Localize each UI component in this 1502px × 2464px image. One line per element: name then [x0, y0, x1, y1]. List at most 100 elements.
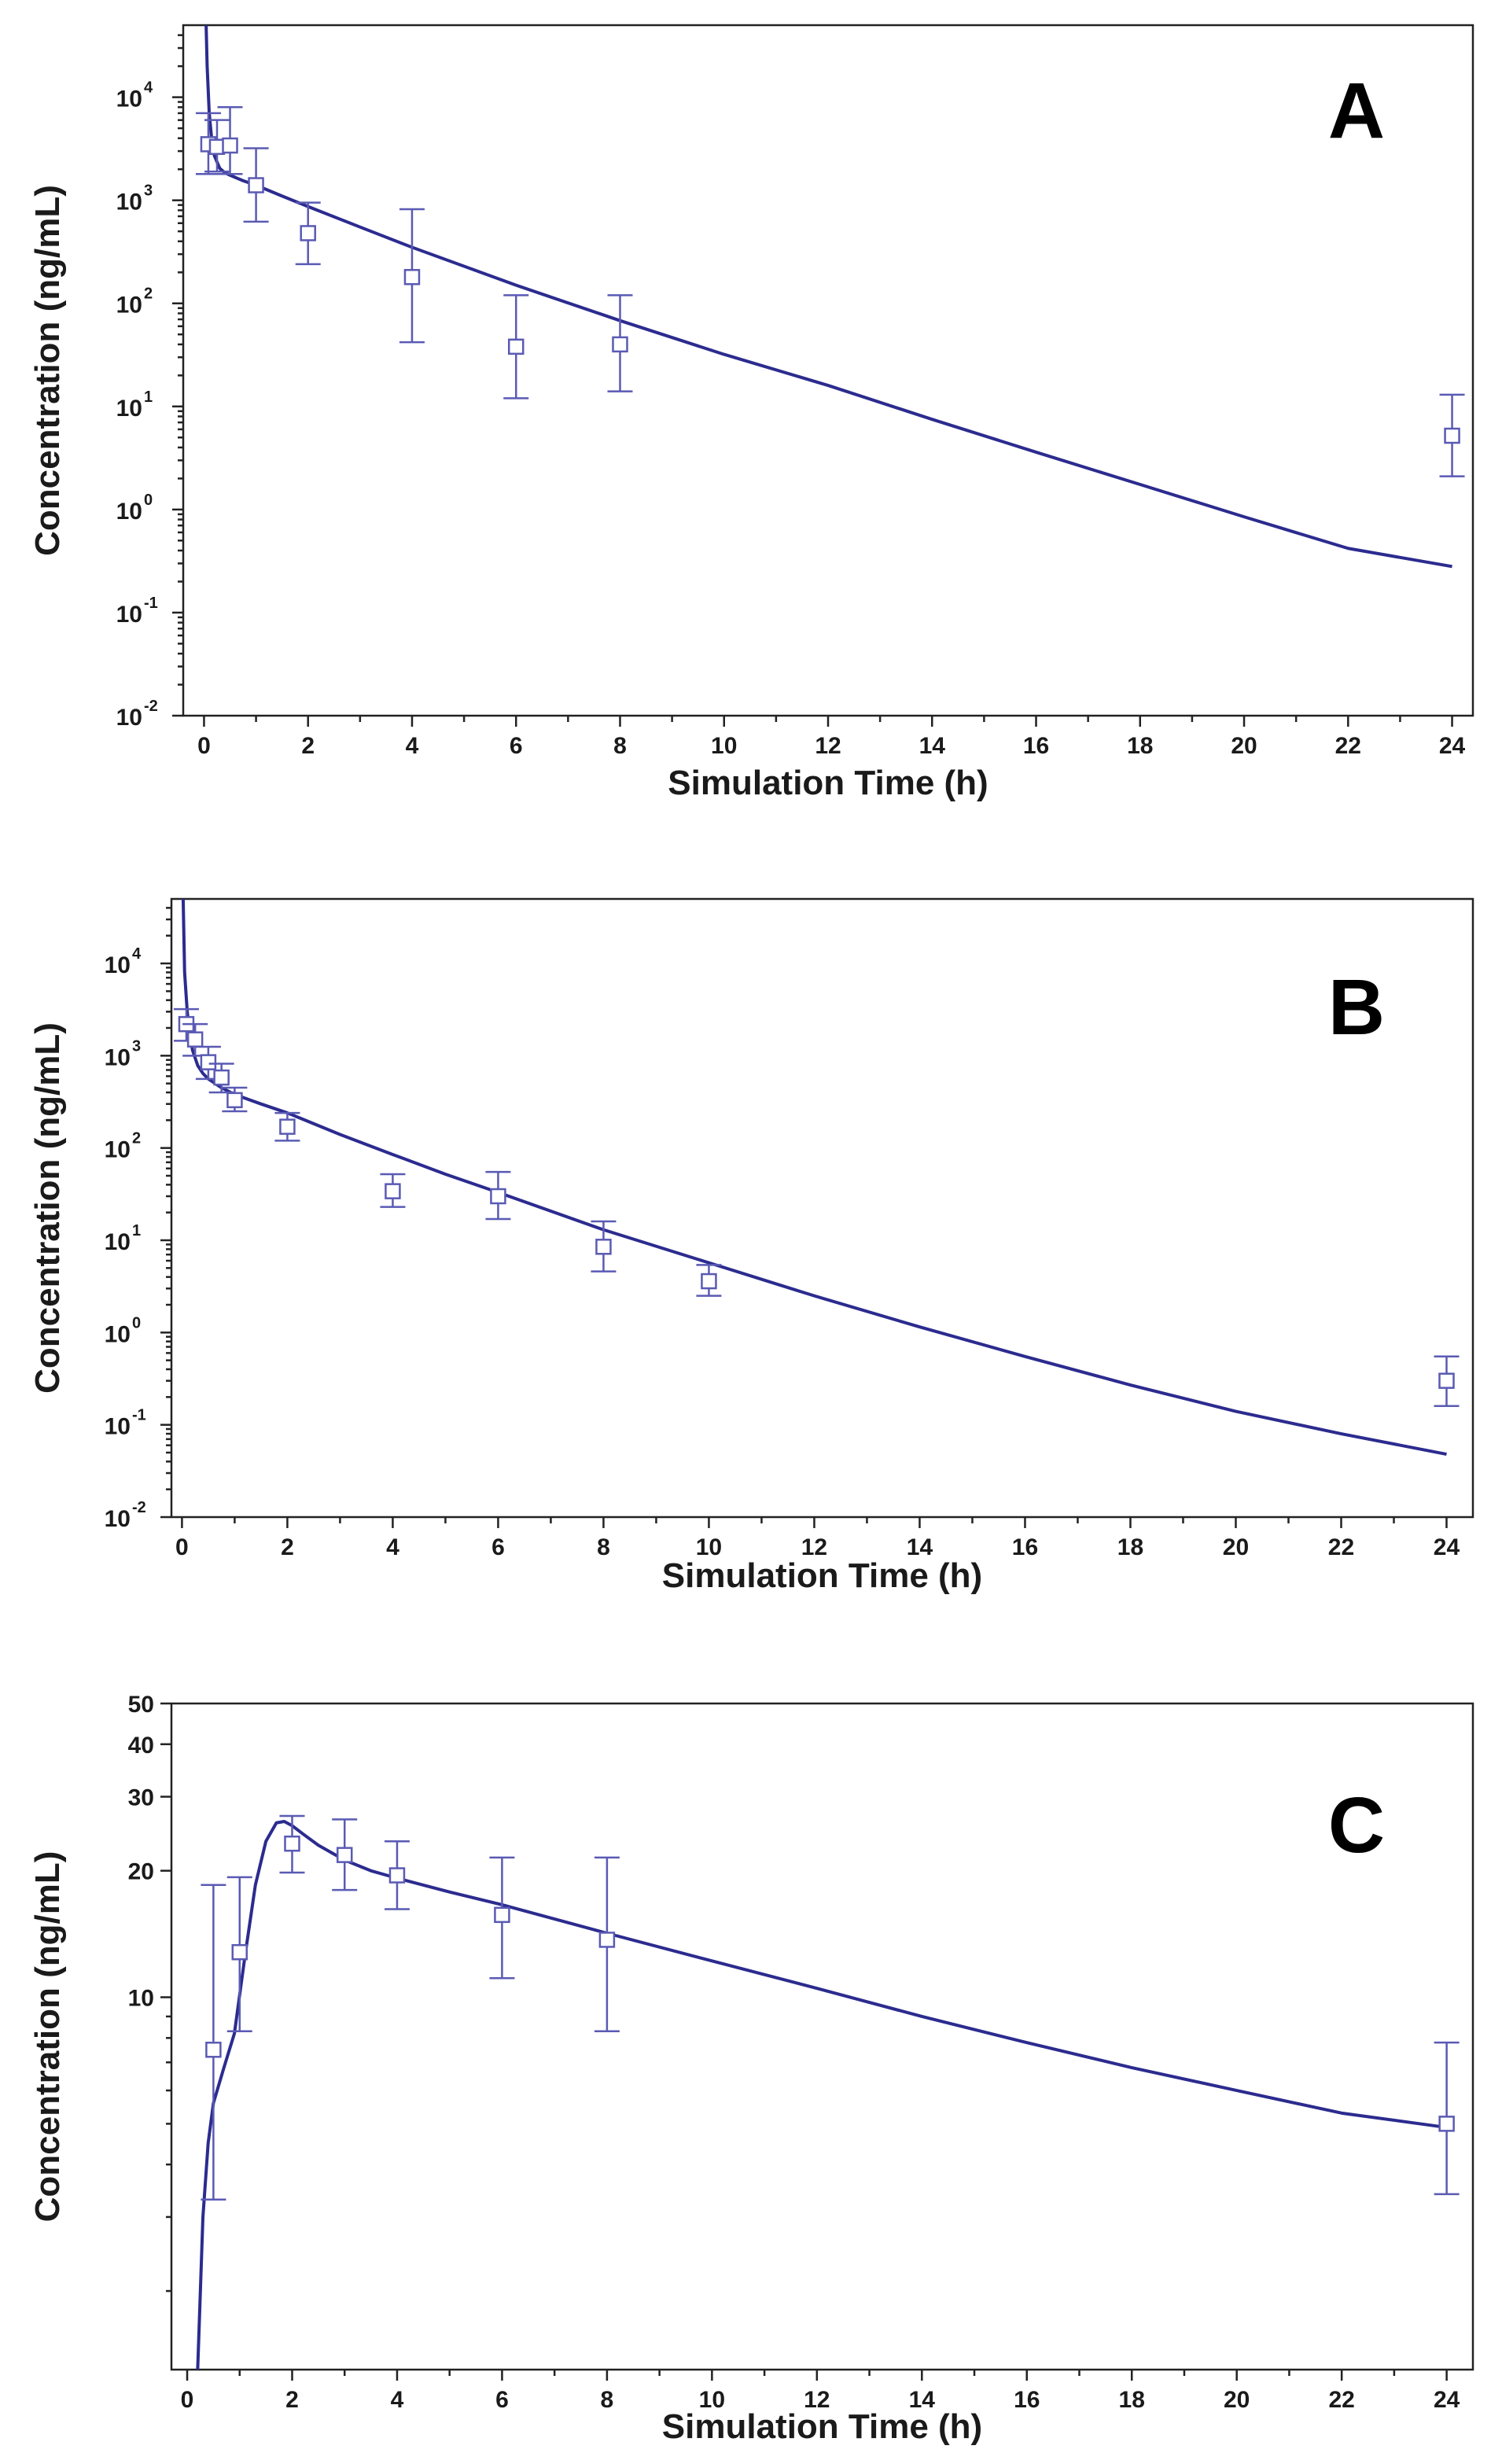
x-tick-label: 0 — [175, 1534, 189, 1560]
x-tick-label: 4 — [406, 733, 419, 759]
x-tick-label: 24 — [1439, 733, 1466, 759]
y-tick-label: 10 — [116, 396, 142, 422]
x-tick-label: 22 — [1335, 733, 1361, 759]
y-tick-label: 10 — [105, 1229, 131, 1255]
y-tick-label: 10 — [105, 1137, 131, 1163]
x-tick-label: 10 — [696, 1534, 722, 1560]
x-tick-label: 4 — [386, 1534, 399, 1560]
x-tick-label: 12 — [815, 733, 841, 759]
x-tick-label: 2 — [301, 733, 315, 759]
x-tick-label: 18 — [1119, 2387, 1145, 2413]
x-tick-label: 8 — [597, 1534, 610, 1560]
observed-point — [279, 1118, 296, 1135]
observed-point — [1444, 427, 1460, 444]
y-tick-label: 10 — [105, 952, 131, 978]
observed-point — [388, 1867, 406, 1884]
y-tick-label: 10 — [116, 602, 142, 628]
y-tick-label: 10 — [105, 1506, 131, 1532]
observed-point — [205, 2042, 222, 2058]
plot-frame — [182, 24, 1474, 717]
y-tick-label: 40 — [128, 1733, 154, 1759]
observed-point — [507, 338, 525, 355]
y-tick-exponent: 1 — [144, 389, 153, 406]
y-tick-label: 10 — [116, 87, 142, 112]
x-axis-title: Simulation Time (h) — [668, 764, 988, 802]
y-tick-label: 10 — [128, 1986, 154, 2012]
x-tick-label: 14 — [907, 1534, 933, 1560]
y-tick-exponent: -1 — [132, 1407, 146, 1424]
observed-point — [231, 1943, 248, 1961]
plot-area — [195, 25, 1465, 569]
plot-frame — [170, 1702, 1474, 2371]
observed-point — [248, 177, 264, 193]
y-tick-label: 20 — [128, 1859, 154, 1885]
y-tick-exponent: 3 — [132, 1037, 141, 1055]
y-tick-exponent: -1 — [144, 595, 158, 612]
panel-label: C — [1328, 1781, 1385, 1869]
observed-point — [226, 1092, 243, 1109]
y-tick-exponent: 4 — [144, 79, 153, 97]
y-tick-label: 10 — [105, 1321, 131, 1347]
observed-point — [598, 1932, 616, 1948]
x-tick-label: 24 — [1434, 2387, 1460, 2413]
x-tick-label: 16 — [1023, 733, 1049, 759]
y-tick-exponent: 2 — [144, 285, 153, 303]
plot-frame — [170, 897, 1474, 1519]
observed-point — [1438, 2116, 1455, 2132]
y-tick-exponent: 1 — [132, 1222, 141, 1239]
x-tick-label: 22 — [1328, 1534, 1354, 1560]
observed-point — [494, 1906, 510, 1924]
x-tick-label: 8 — [601, 2387, 614, 2413]
y-tick-label: 50 — [128, 1692, 154, 1718]
y-tick-label: 10 — [105, 1044, 131, 1070]
x-axis-title: Simulation Time (h) — [662, 2407, 982, 2446]
y-tick-exponent: 0 — [132, 1314, 141, 1331]
observed-point — [385, 1183, 401, 1199]
x-tick-label: 20 — [1231, 733, 1257, 759]
y-tick-exponent: -2 — [144, 698, 158, 715]
x-tick-label: 24 — [1434, 1534, 1460, 1560]
x-tick-label: 10 — [711, 733, 737, 759]
observed-point — [490, 1188, 506, 1205]
observed-point — [222, 137, 238, 154]
plot-area — [196, 1814, 1460, 2370]
observed-point — [612, 336, 628, 353]
y-tick-exponent: 2 — [132, 1130, 141, 1147]
panel-label: A — [1328, 67, 1385, 155]
plot-area — [173, 899, 1460, 1457]
observed-point — [186, 1031, 204, 1048]
y-tick-exponent: 3 — [144, 182, 153, 200]
panel-label: B — [1328, 963, 1385, 1052]
observed-point — [300, 225, 316, 241]
x-tick-label: 22 — [1328, 2387, 1354, 2413]
y-tick-label: 10 — [105, 1414, 131, 1440]
x-tick-label: 12 — [804, 2387, 830, 2413]
x-tick-label: 6 — [510, 733, 523, 759]
x-tick-label: 4 — [391, 2387, 404, 2413]
x-tick-label: 12 — [801, 1534, 827, 1560]
x-tick-label: 18 — [1127, 733, 1153, 759]
y-tick-exponent: 4 — [132, 945, 142, 963]
x-tick-label: 2 — [281, 1534, 294, 1560]
y-tick-exponent: -2 — [132, 1499, 146, 1516]
x-axis-title: Simulation Time (h) — [662, 1556, 982, 1595]
panel-c: 0 2 4 6 8 10 12 14 16 18 20 22 245040302010Simulatio… — [28, 1692, 1474, 2446]
observed-point — [213, 1069, 230, 1086]
observed-point — [200, 1054, 217, 1070]
x-tick-label: 10 — [699, 2387, 725, 2413]
observed-point — [336, 1847, 353, 1863]
y-axis-title: Concentration (ng/mL) — [28, 185, 67, 556]
x-tick-label: 14 — [919, 733, 946, 759]
y-axis-title: Concentration (ng/mL) — [28, 1851, 67, 2223]
simulated-curve — [196, 1819, 1447, 2370]
y-tick-label: 30 — [128, 1785, 154, 1811]
observed-point — [701, 1273, 717, 1290]
x-tick-label: 20 — [1224, 2387, 1250, 2413]
y-tick-exponent: 0 — [144, 492, 153, 509]
x-tick-label: 18 — [1117, 1534, 1143, 1560]
y-tick-label: 10 — [116, 293, 142, 319]
x-tick-label: 16 — [1014, 2387, 1040, 2413]
x-tick-label: 0 — [197, 733, 211, 759]
